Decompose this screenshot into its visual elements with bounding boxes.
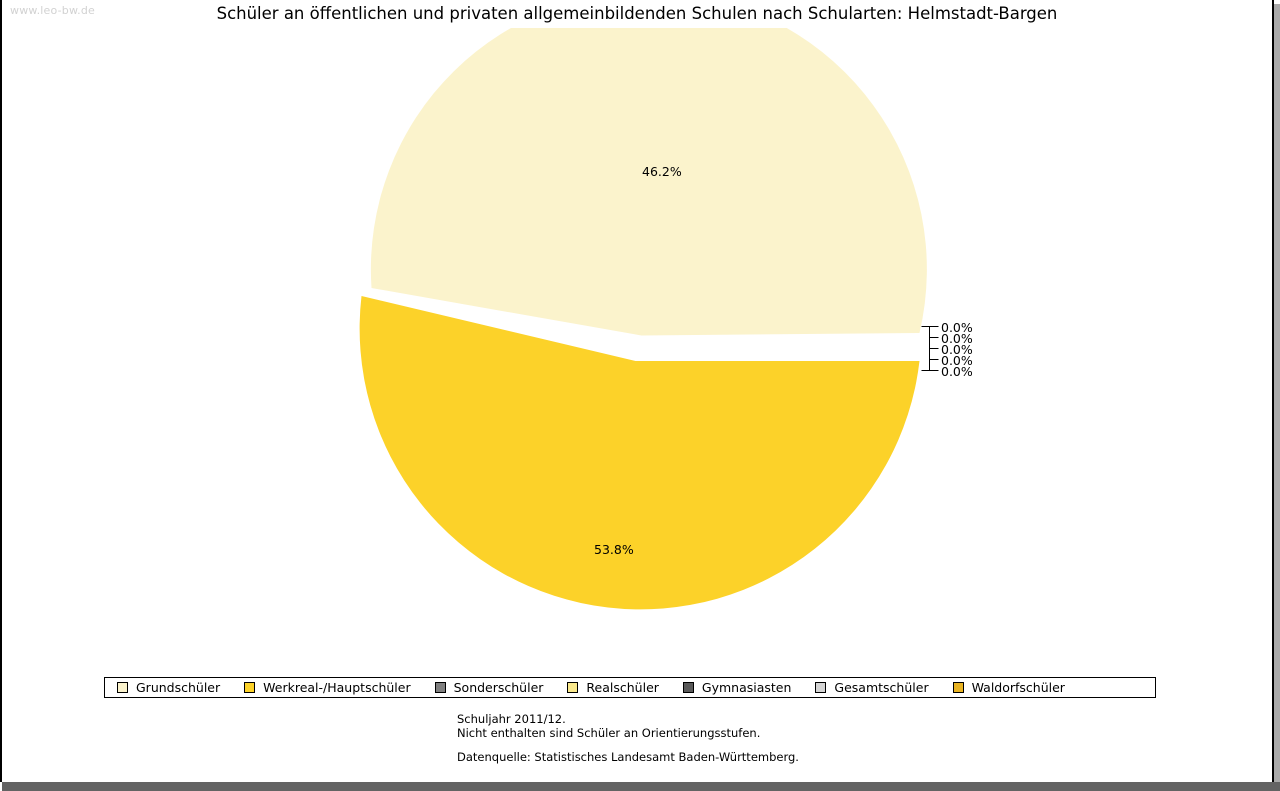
legend-swatch-icon xyxy=(682,682,694,693)
legend-item-gesamtschueler[interactable]: Gesamtschüler xyxy=(803,678,940,697)
legend-item-realschueler[interactable]: Realschüler xyxy=(555,678,670,697)
frame-left-border xyxy=(0,0,2,782)
legend-swatch-icon xyxy=(815,682,827,693)
legend-label: Werkreal-/Hauptschüler xyxy=(263,680,411,695)
pie-slice-grundschueler[interactable] xyxy=(370,0,927,336)
legend-label: Grundschüler xyxy=(136,680,221,695)
footnote-exclusion: Nicht enthalten sind Schüler an Orientie… xyxy=(457,726,761,740)
pie-slice-label-gymnasiasten: 0.0% xyxy=(941,342,973,357)
footnote-datasource: Datenquelle: Statistisches Landesamt Bad… xyxy=(457,750,799,764)
legend-label: Gesamtschüler xyxy=(834,680,929,695)
zero-slice-leader-lines xyxy=(921,326,939,371)
pie-svg xyxy=(359,0,939,610)
footnote-spacer xyxy=(457,740,799,750)
pie-slice-label-gesamtschueler: 0.0% xyxy=(941,353,973,368)
legend-swatch-icon xyxy=(117,682,128,693)
legend-item-werkreal-hauptschueler[interactable]: Werkreal-/Hauptschüler xyxy=(232,678,422,697)
pie-slice-label-realschueler: 0.0% xyxy=(941,331,973,346)
legend-label: Realschüler xyxy=(586,680,659,695)
watermark-leo-bw: www.leo-bw.de xyxy=(10,4,96,17)
legend-swatch-icon xyxy=(434,682,446,693)
pie-slice-werkreal-hauptschueler[interactable] xyxy=(359,296,920,610)
legend-item-grundschueler[interactable]: Grundschüler xyxy=(105,678,232,697)
pie-slice-label-sonderschueler: 0.0% xyxy=(941,320,973,335)
legend-label: Gymnasiasten xyxy=(701,680,792,695)
frame-right-shadow xyxy=(1274,4,1280,786)
frame-bottom-bar xyxy=(2,782,1280,791)
chart-footnotes: Schuljahr 2011/12. Nicht enthalten sind … xyxy=(457,712,799,764)
legend-swatch-icon xyxy=(567,682,579,693)
pie-slice-label-grundschueler: 46.2% xyxy=(642,164,682,179)
pie-slice-label-werkreal-hauptschueler: 53.8% xyxy=(594,542,634,557)
footnote-schuljahr: Schuljahr 2011/12. xyxy=(457,712,566,726)
pie-chart-area: 46.2% 53.8% 0.0% 0.0% 0.0% 0.0% 0.0% xyxy=(0,0,1274,658)
legend-swatch-icon xyxy=(244,682,256,693)
page-title: Schüler an öffentlichen und privaten all… xyxy=(216,4,1058,23)
legend-item-waldorfschueler[interactable]: Waldorfschüler xyxy=(941,678,1077,697)
legend-swatch-icon xyxy=(952,682,964,693)
chart-legend: Grundschüler Werkreal-/Hauptschüler Sond… xyxy=(104,677,1156,698)
legend-item-sonderschueler[interactable]: Sonderschüler xyxy=(423,678,556,697)
legend-label: Sonderschüler xyxy=(453,680,544,695)
frame-right-border xyxy=(1272,0,1274,782)
pie-slice-label-waldorfschueler: 0.0% xyxy=(941,364,973,379)
legend-item-gymnasiasten[interactable]: Gymnasiasten xyxy=(671,678,804,697)
legend-label: Waldorfschüler xyxy=(971,680,1065,695)
